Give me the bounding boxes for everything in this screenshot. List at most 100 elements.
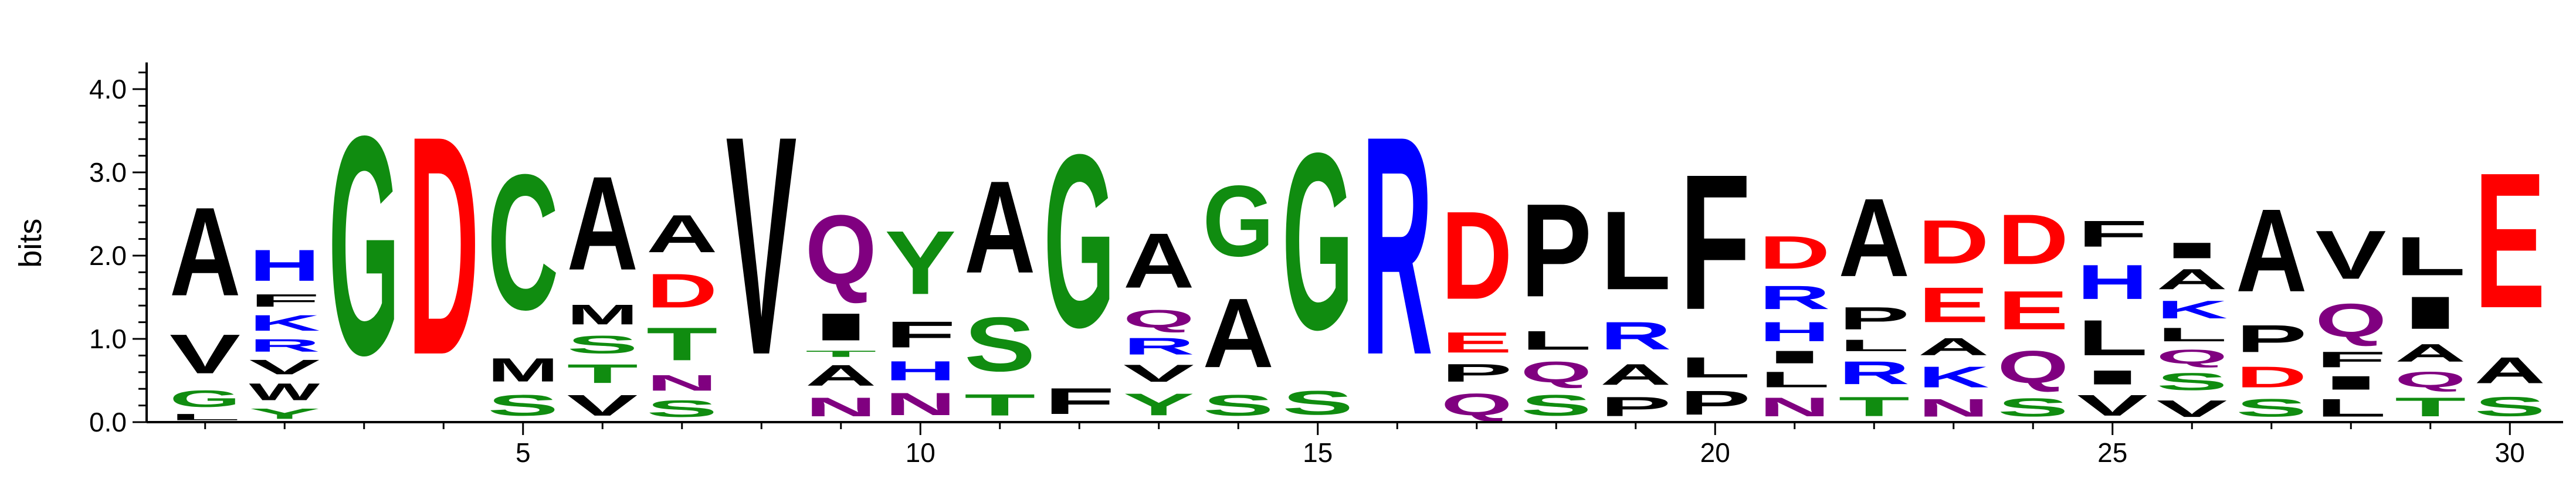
logo-letter: A: [2236, 185, 2307, 317]
logo-letter: T: [567, 359, 638, 389]
logo-letter: V: [249, 355, 320, 379]
logo-letter: A: [2157, 263, 2228, 295]
logo-letter: M: [487, 352, 558, 389]
logo-letter: G: [1282, 100, 1353, 382]
logo-letter: L: [1839, 337, 1910, 355]
logo-letter: G: [170, 386, 240, 412]
logo-letter: Q: [1441, 387, 1512, 422]
logo-letter: Y: [249, 405, 320, 422]
logo-letter: E: [1998, 280, 2069, 341]
x-tick-label: 20: [1700, 437, 1730, 468]
logo-letter: A: [1600, 358, 1672, 391]
logo-letter: I: [2077, 366, 2148, 389]
logo-letter: F: [1680, 134, 1751, 350]
y-tick-label: 2.0: [89, 240, 127, 271]
logo-letter: N: [885, 386, 957, 422]
logo-letter: I: [1759, 347, 1830, 367]
logo-letter: L: [2395, 225, 2466, 287]
logo-column: SAG: [1203, 164, 1275, 422]
logo-letter: F: [2077, 213, 2148, 255]
logo-letter: E: [2475, 133, 2546, 349]
logo-letter: D: [408, 71, 479, 420]
logo-letter: S: [1282, 384, 1353, 422]
logo-letter: S: [487, 389, 558, 422]
logo-letter: D: [1441, 185, 1512, 325]
x-tick-label: 15: [1303, 437, 1333, 468]
logo-letter: D: [646, 264, 717, 318]
logo-letter: Q: [2157, 345, 2228, 368]
logo-column: R: [1362, 71, 1433, 420]
logo-letter: S: [2236, 394, 2307, 422]
logo-letter: L: [2316, 394, 2387, 422]
logo-letter: K: [249, 311, 320, 335]
logo-letter: P: [2236, 317, 2307, 361]
logo-letter: S: [2157, 368, 2228, 396]
logo-letter: P: [1839, 301, 1910, 337]
logo-letter: V: [2077, 389, 2148, 422]
logo-letter: Q: [2316, 294, 2387, 347]
logo-letter: R: [1839, 355, 1910, 391]
logo-letter: A: [1918, 333, 1989, 361]
logo-letter: F: [2316, 347, 2387, 372]
logo-letter: I: [2316, 372, 2387, 394]
logo-letter: G: [1044, 104, 1115, 379]
logo-letter: P: [1441, 359, 1512, 387]
logo-letter: T: [646, 318, 717, 371]
logo-letter: A: [646, 203, 717, 264]
logo-letter: A: [805, 359, 877, 392]
logo-letter: I: [2395, 287, 2466, 339]
y-tick-label: 0.0: [89, 407, 127, 437]
x-tick-label: 25: [2097, 437, 2127, 468]
logo-letter: V: [170, 323, 240, 385]
logo-letter: K: [1918, 361, 1989, 393]
logo-letter: L: [1521, 325, 1592, 355]
logo-letter: Q: [2395, 367, 2466, 392]
logo-letter: V: [726, 72, 798, 420]
logo-letter: A: [1123, 218, 1194, 304]
logo-letter: A: [170, 181, 240, 322]
logo-letter: P: [1521, 176, 1592, 325]
logo-letter: A: [2395, 339, 2466, 367]
logo-letter: C: [487, 135, 558, 351]
logo-letter: I: [2157, 238, 2228, 263]
x-axis-ticks: 5 10 15 20 25 30: [204, 422, 2525, 468]
y-axis-ticks: 0.0 1.0 2.0 3.0 4.0: [89, 72, 147, 437]
logo-letter: L: [2157, 324, 2228, 346]
logo-letter: Q: [1998, 341, 2069, 393]
logo-letter: A: [1839, 175, 1910, 300]
logo-letter: T: [964, 388, 1035, 422]
logo-letter: Y: [885, 212, 956, 313]
logo-letter: H: [2077, 255, 2148, 310]
logo-letter: H: [249, 240, 320, 290]
y-tick-label: 4.0: [89, 74, 127, 104]
logo-column: D: [408, 71, 479, 420]
logo-letter: A: [964, 154, 1035, 301]
logo-letter: N: [646, 371, 717, 395]
logo-letter: P: [1600, 392, 1672, 422]
x-tick-label: 10: [906, 437, 936, 468]
axes: 0.0 1.0 2.0 3.0 4.0 5 10 15 20 25 30 bits: [13, 62, 2563, 468]
logo-letter: F: [885, 314, 956, 355]
logo-column: FG: [1044, 104, 1115, 422]
logo-letter: E: [1918, 277, 1989, 333]
logo-column: SAE: [2475, 133, 2546, 422]
logo-letter: S: [1998, 393, 2069, 422]
logo-letter: L: [1600, 188, 1671, 314]
logo-letter: P: [1680, 384, 1751, 422]
